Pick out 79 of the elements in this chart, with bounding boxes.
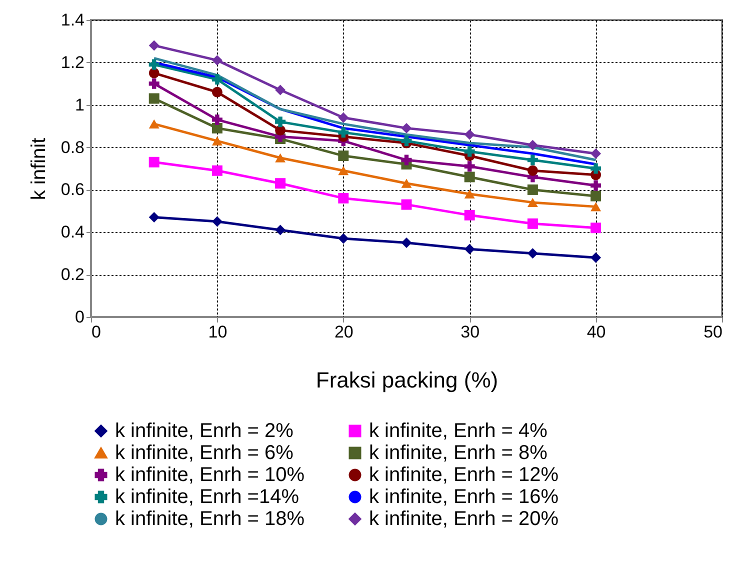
- point: [401, 199, 412, 210]
- x-tick-label: 20: [334, 322, 354, 342]
- point: [590, 180, 602, 191]
- y-tick-label: 0.4: [60, 222, 84, 242]
- point: [275, 224, 286, 236]
- point: [212, 55, 222, 66]
- point: [401, 178, 412, 188]
- point: [590, 148, 602, 159]
- y-tick-label: 0.8: [60, 138, 84, 157]
- point: [401, 122, 412, 134]
- y-tick-label: 0.2: [60, 265, 84, 284]
- point: [212, 122, 222, 134]
- legend-label: k infinite, Enrh = 8%: [369, 442, 548, 464]
- point: [464, 172, 475, 182]
- point: [148, 78, 160, 89]
- y-tick-label: 1.2: [60, 52, 84, 72]
- point: [590, 222, 602, 234]
- legend-label: k infinite, Enrh =14%: [115, 486, 300, 508]
- legend-label: k infinite, Enrh = 16%: [369, 486, 559, 508]
- x-tick-label: 50: [704, 322, 722, 342]
- point: [212, 74, 222, 85]
- legend-label: k infinite, Enrh = 4%: [369, 420, 548, 442]
- point: [338, 150, 349, 162]
- point: [338, 233, 349, 244]
- point: [338, 166, 349, 176]
- point: [590, 202, 602, 212]
- point: [527, 248, 538, 259]
- point: [527, 198, 538, 207]
- legend-label: k infinite, Enrh = 18%: [115, 508, 305, 530]
- point: [148, 40, 160, 51]
- point: [212, 136, 222, 146]
- legend-label: k infinite, Enrh = 6%: [115, 442, 294, 464]
- legend-label: k infinite, Enrh = 2%: [115, 420, 294, 442]
- point: [527, 140, 538, 150]
- point: [148, 212, 160, 223]
- point: [275, 125, 286, 136]
- point: [275, 116, 286, 128]
- x-tick-label: 0: [92, 322, 101, 342]
- point: [338, 127, 349, 138]
- point: [464, 129, 475, 140]
- point: [275, 178, 286, 189]
- point: [401, 238, 412, 248]
- point: [338, 192, 349, 204]
- legend-label: k infinite, Enrh = 10%: [115, 464, 305, 486]
- point: [464, 244, 475, 254]
- x-tick-label: 40: [586, 322, 606, 342]
- point: [527, 154, 538, 166]
- point: [275, 84, 286, 96]
- point: [464, 161, 475, 172]
- point: [527, 184, 538, 195]
- x-tick-label: 10: [208, 322, 228, 342]
- point: [464, 146, 475, 157]
- x-axis-title: Fraksi packing (%): [316, 368, 498, 392]
- point: [148, 156, 160, 168]
- point: [212, 86, 222, 98]
- legend-label: k infinite, Enrh = 12%: [369, 464, 559, 486]
- point: [148, 93, 160, 104]
- point: [212, 216, 222, 227]
- point: [338, 112, 349, 123]
- y-tick-label: 1: [75, 95, 84, 114]
- point: [590, 190, 602, 202]
- y-tick-label: 0: [75, 308, 84, 326]
- x-tick-label: 30: [460, 322, 480, 342]
- point: [212, 165, 222, 176]
- point: [212, 114, 222, 125]
- point: [590, 252, 602, 263]
- legend-label: k infinite, Enrh = 20%: [369, 508, 559, 530]
- y-tick-label: 0.6: [60, 180, 84, 200]
- point: [527, 218, 538, 229]
- point: [464, 189, 475, 198]
- point: [275, 153, 286, 162]
- point: [401, 154, 412, 166]
- point: [148, 59, 160, 70]
- y-axis-title: k infinit: [28, 137, 50, 200]
- point: [148, 119, 160, 128]
- point: [590, 163, 602, 174]
- point: [464, 210, 475, 220]
- point: [527, 165, 538, 176]
- y-tick-label: 1.4: [60, 10, 84, 30]
